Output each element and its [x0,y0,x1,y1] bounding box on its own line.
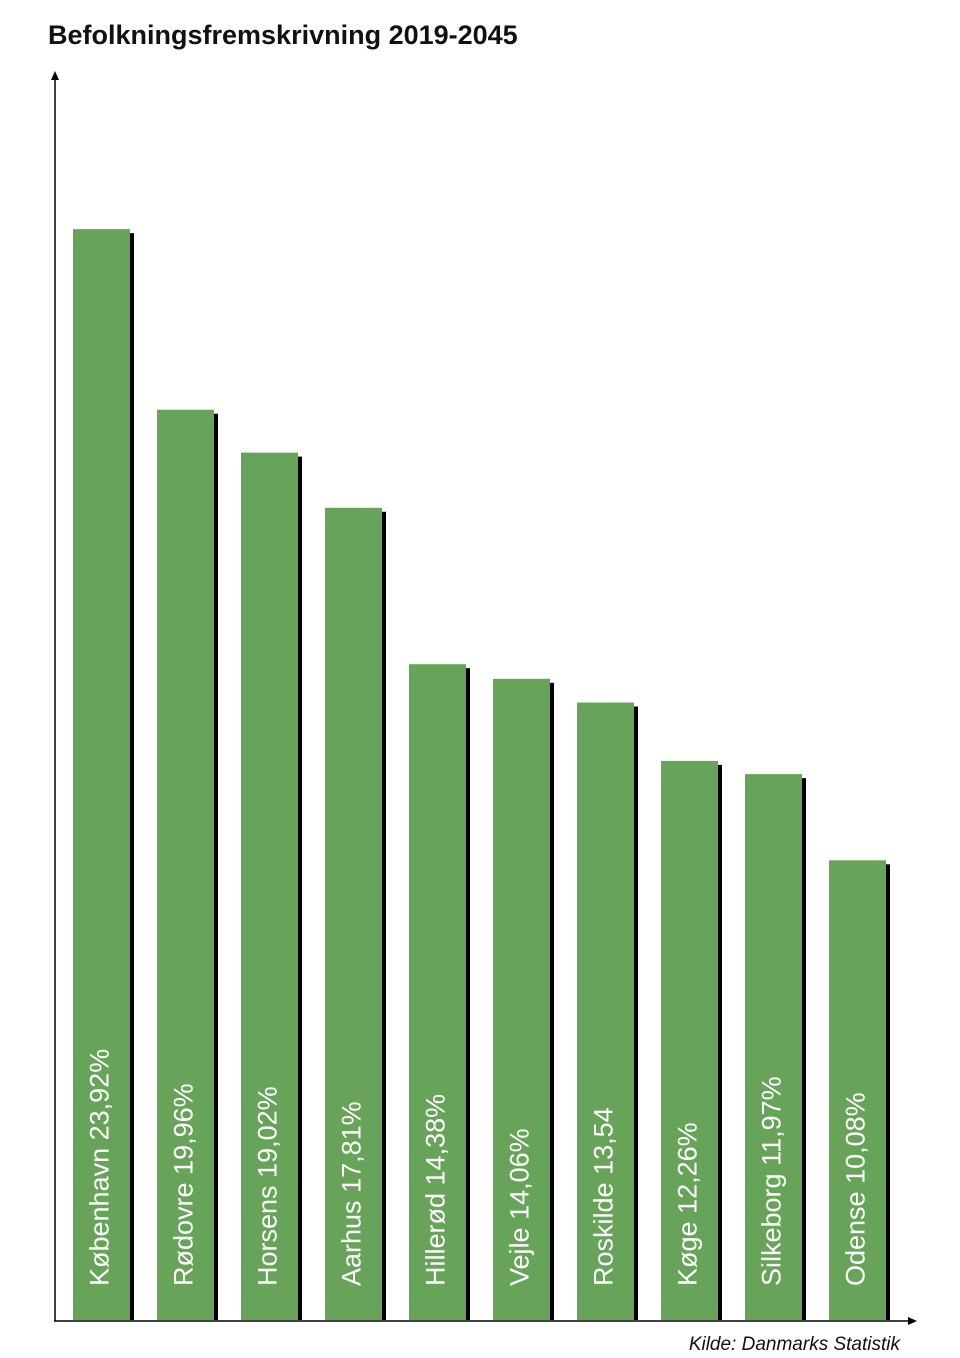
bar-label: Silkeborg 11,97% [757,1076,787,1286]
bar [409,664,466,1320]
source: Kilde: Danmarks Statistik [689,1334,902,1355]
bar [241,452,298,1321]
bar-label: Rødovre 19,96% [169,1083,199,1286]
bar [577,702,634,1320]
value-label: 10,08% [841,1092,871,1184]
bar [157,409,214,1320]
value-label: 11,97% [757,1076,787,1166]
x-axis-arrow [908,1317,917,1325]
value-label: 14,06% [505,1128,535,1220]
category-label: Aarhus [337,1200,367,1286]
bar [493,678,550,1320]
bar-label: Odense 10,08% [841,1092,871,1286]
bar-label: Vejle 14,06% [505,1128,535,1286]
category-label: Odense [841,1191,871,1286]
y-axis-arrow [51,71,59,80]
bar [661,760,718,1320]
category-label: Horsens [253,1185,283,1286]
category-label: Roskilde [589,1182,619,1286]
bar [73,229,130,1321]
category-label: Silkeborg [757,1173,787,1286]
value-label: 12,26% [673,1122,703,1214]
value-label: 13,54 [589,1107,619,1175]
value-label: 19,96% [169,1083,199,1175]
bar [745,774,802,1320]
bar [325,507,382,1320]
category-label: Køge [673,1221,703,1286]
category-label: København [85,1148,115,1286]
bar [829,860,886,1320]
value-label: 14,38% [421,1094,451,1186]
chart-title: Befolkningsfremskrivning 2019-2045 [48,20,518,50]
value-label: 19,02% [253,1086,283,1178]
category-label: Rødovre [169,1182,199,1286]
value-label: 23,92% [85,1049,115,1141]
value-label: 17,81% [337,1101,367,1193]
bar-label: Horsens 19,02% [253,1086,283,1286]
bar-label: Køge 12,26% [673,1122,703,1286]
bar-label: København 23,92% [85,1049,115,1286]
axes [51,71,917,1325]
bar-label: Aarhus 17,81% [337,1101,367,1286]
bar-label: Hillerød 14,38% [421,1094,451,1286]
bar-label: Roskilde 13,54 [589,1107,619,1286]
category-label: Hillerød [421,1193,451,1286]
category-label: Vejle [505,1227,535,1286]
